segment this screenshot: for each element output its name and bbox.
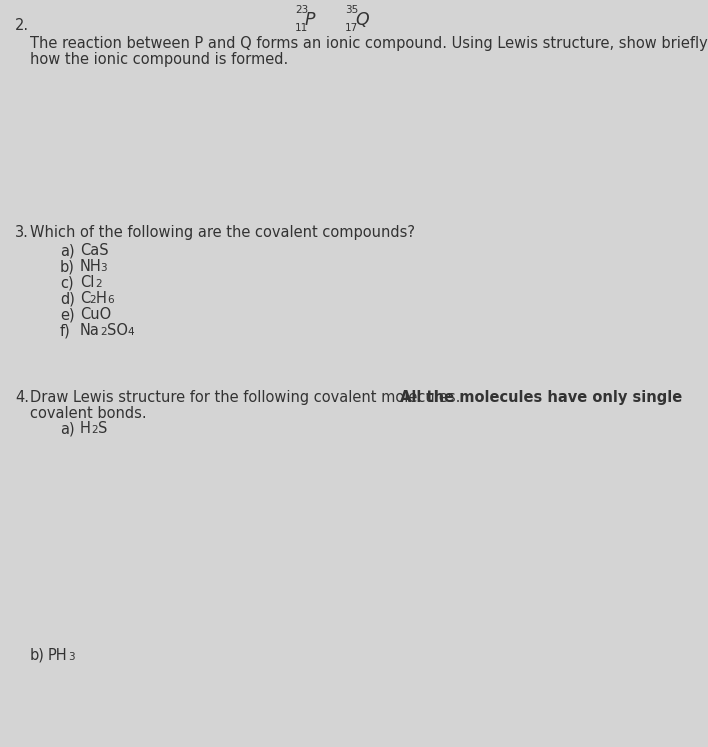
Text: 3: 3	[100, 263, 107, 273]
Text: how the ionic compound is formed.: how the ionic compound is formed.	[30, 52, 288, 67]
Text: 2: 2	[89, 295, 96, 305]
Text: 35: 35	[345, 5, 358, 15]
Text: b): b)	[30, 648, 45, 663]
Text: NH: NH	[80, 259, 102, 274]
Text: CuO: CuO	[80, 307, 111, 322]
Text: 3: 3	[68, 652, 74, 662]
Text: f): f)	[60, 323, 71, 338]
Text: Cl: Cl	[80, 275, 94, 290]
Text: C: C	[80, 291, 90, 306]
Text: 23: 23	[295, 5, 308, 15]
Text: H: H	[80, 421, 91, 436]
Text: c): c)	[60, 275, 74, 290]
Text: 11: 11	[295, 23, 308, 33]
Text: a): a)	[60, 243, 74, 258]
Text: The reaction between P and Q forms an ionic compound. Using Lewis structure, sho: The reaction between P and Q forms an io…	[30, 36, 708, 51]
Text: CaS: CaS	[80, 243, 108, 258]
Text: SO: SO	[107, 323, 128, 338]
Text: 2: 2	[95, 279, 102, 289]
Text: b): b)	[60, 259, 75, 274]
Text: Draw Lewis structure for the following covalent molecules.: Draw Lewis structure for the following c…	[30, 390, 465, 405]
Text: P: P	[305, 11, 316, 29]
Text: PH: PH	[48, 648, 68, 663]
Text: H: H	[96, 291, 107, 306]
Text: S: S	[98, 421, 108, 436]
Text: 4.: 4.	[15, 390, 29, 405]
Text: 3.: 3.	[15, 225, 29, 240]
Text: covalent bonds.: covalent bonds.	[30, 406, 147, 421]
Text: 2: 2	[100, 327, 107, 337]
Text: All the molecules have only single: All the molecules have only single	[400, 390, 683, 405]
Text: 2.: 2.	[15, 18, 29, 33]
Text: Q: Q	[355, 11, 369, 29]
Text: a): a)	[60, 421, 74, 436]
Text: Na: Na	[80, 323, 100, 338]
Text: d): d)	[60, 291, 75, 306]
Text: 6: 6	[107, 295, 113, 305]
Text: 2: 2	[91, 425, 98, 435]
Text: e): e)	[60, 307, 74, 322]
Text: 17: 17	[345, 23, 358, 33]
Text: 4: 4	[127, 327, 134, 337]
Text: Which of the following are the covalent compounds?: Which of the following are the covalent …	[30, 225, 415, 240]
